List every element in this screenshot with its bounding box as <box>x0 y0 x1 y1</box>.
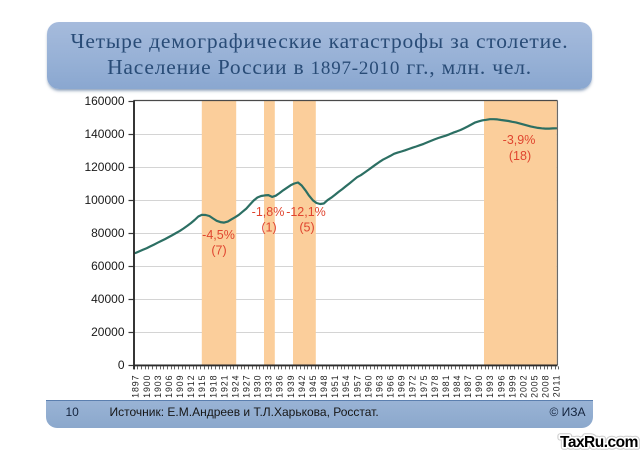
svg-text:TaxRu.com: TaxRu.com <box>560 434 638 451</box>
svg-text:1942: 1942 <box>297 375 307 398</box>
svg-text:1960: 1960 <box>363 375 373 398</box>
svg-text:1996: 1996 <box>496 375 506 398</box>
svg-text:2002: 2002 <box>519 375 529 398</box>
svg-text:-4,5%: -4,5% <box>202 228 235 242</box>
svg-text:1903: 1903 <box>153 375 163 398</box>
svg-text:1987: 1987 <box>463 375 473 398</box>
svg-text:1966: 1966 <box>386 375 396 398</box>
svg-text:2005: 2005 <box>530 375 540 398</box>
svg-text:1921: 1921 <box>219 375 229 398</box>
svg-text:(1): (1) <box>261 221 276 235</box>
svg-text:1957: 1957 <box>352 375 362 398</box>
svg-text:-1,8%: -1,8% <box>252 205 285 219</box>
svg-text:160000: 160000 <box>84 94 124 108</box>
svg-text:1972: 1972 <box>408 375 418 398</box>
svg-text:1945: 1945 <box>308 375 318 398</box>
svg-text:1981: 1981 <box>441 375 451 398</box>
svg-text:1975: 1975 <box>419 375 429 398</box>
svg-text:(7): (7) <box>211 244 226 258</box>
svg-text:TaxRu.com: TaxRu.com <box>560 434 638 451</box>
svg-text:1984: 1984 <box>452 375 462 398</box>
svg-text:1963: 1963 <box>374 375 384 398</box>
svg-text:1954: 1954 <box>341 375 351 398</box>
svg-text:-3,9%: -3,9% <box>503 133 536 147</box>
svg-text:(5): (5) <box>299 221 314 235</box>
svg-text:1897: 1897 <box>131 375 141 398</box>
svg-text:1936: 1936 <box>275 375 285 398</box>
svg-text:1948: 1948 <box>319 375 329 398</box>
svg-text:1939: 1939 <box>286 375 296 398</box>
svg-text:1909: 1909 <box>175 375 185 398</box>
svg-text:60000: 60000 <box>91 259 125 273</box>
svg-text:1924: 1924 <box>230 375 240 398</box>
svg-text:-12,1%: -12,1% <box>286 205 326 219</box>
svg-text:100000: 100000 <box>84 193 124 207</box>
svg-text:1927: 1927 <box>242 375 252 398</box>
svg-text:40000: 40000 <box>91 292 125 306</box>
svg-text:1900: 1900 <box>142 375 152 398</box>
svg-text:1906: 1906 <box>164 375 174 398</box>
svg-text:1969: 1969 <box>397 375 407 398</box>
svg-text:1999: 1999 <box>507 375 517 398</box>
svg-text:0: 0 <box>118 358 125 372</box>
svg-text:1933: 1933 <box>264 375 274 398</box>
svg-text:1918: 1918 <box>208 375 218 398</box>
svg-text:1978: 1978 <box>430 375 440 398</box>
svg-text:140000: 140000 <box>84 127 124 141</box>
svg-text:1912: 1912 <box>186 375 196 398</box>
svg-text:2008: 2008 <box>541 375 551 398</box>
svg-text:1990: 1990 <box>474 375 484 398</box>
svg-text:(18): (18) <box>509 149 531 163</box>
svg-text:2011: 2011 <box>552 375 562 398</box>
svg-text:1993: 1993 <box>485 375 495 398</box>
svg-text:1915: 1915 <box>197 375 207 398</box>
svg-text:120000: 120000 <box>84 160 124 174</box>
svg-text:1930: 1930 <box>253 375 263 398</box>
svg-text:80000: 80000 <box>91 226 125 240</box>
svg-text:TaxRu.com: TaxRu.com <box>560 434 638 451</box>
svg-text:20000: 20000 <box>91 325 125 339</box>
svg-text:1951: 1951 <box>330 375 340 398</box>
